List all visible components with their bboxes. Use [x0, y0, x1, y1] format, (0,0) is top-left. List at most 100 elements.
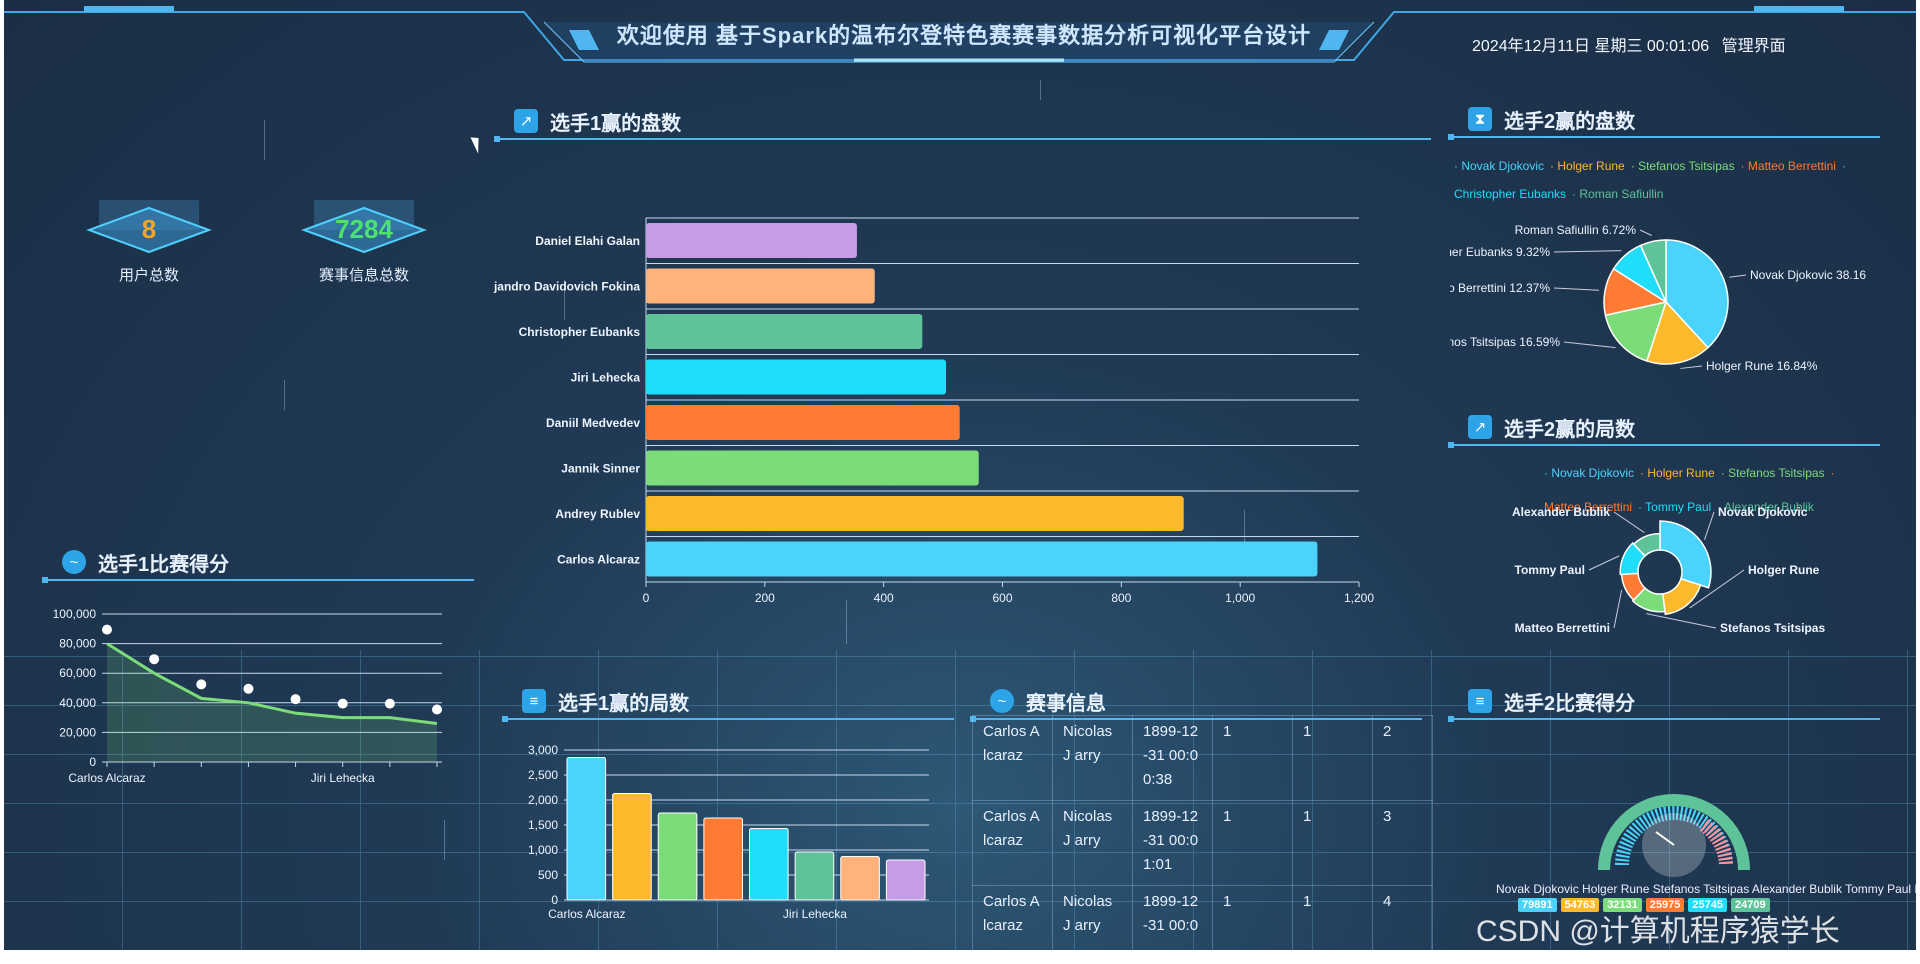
- datetime-text: 2024年12月11日 星期三 00:01:06: [1472, 38, 1710, 55]
- pie-label: Roman Safiullin 6.72%: [1515, 223, 1637, 237]
- bar: [885, 859, 926, 901]
- y-tick-label: 20,000: [59, 725, 96, 739]
- legend-item[interactable]: · Holger Rune: [1640, 466, 1715, 480]
- table-cell: Carlos A lcaraz: [972, 885, 1053, 950]
- bar-alejandro-davidovich-fokina: [646, 268, 875, 304]
- legend-item[interactable]: · Matteo Berrettini: [1740, 159, 1836, 173]
- bar: [612, 793, 652, 901]
- bar-daniil-medvedev: [646, 405, 960, 440]
- rose-sector: [1619, 541, 1646, 576]
- bar: [794, 851, 835, 901]
- table-cell: 3: [1372, 800, 1433, 886]
- pie-label: Novak Djokovic 38.16: [1750, 268, 1866, 282]
- y-tick-label: 0: [551, 893, 558, 907]
- admin-link[interactable]: 管理界面: [1721, 38, 1786, 55]
- table-cell: Nicolas J arry: [1052, 885, 1133, 950]
- rose-leader-line: [1646, 613, 1717, 629]
- p2-wins-pie-chart: Novak Djokovic 38.16 Holger Rune 16.84% te…: [1450, 223, 1866, 373]
- panel-title-p1-score: ~ 选手1比赛得分: [42, 545, 474, 583]
- area-fill: [107, 643, 437, 762]
- bar-label: Daniel Elahi Galan: [535, 234, 640, 248]
- bar-label: Daniil Medvedev: [546, 416, 640, 430]
- panel-title-p1-games: ≡ 选手1赢的局数: [502, 684, 954, 722]
- bar-daniel-elahi-galan: [646, 223, 857, 258]
- server-icon: ≡: [522, 689, 546, 713]
- pie-leader-line: [1563, 341, 1616, 349]
- hourglass-icon: ⧗: [1468, 107, 1492, 131]
- legend-item[interactable]: · Matteo Berrettini: [1544, 466, 1835, 514]
- data-point-marker: [149, 654, 160, 665]
- bar-label: Jannik Sinner: [561, 462, 640, 476]
- mouse-cursor: [470, 134, 485, 154]
- legend-item[interactable]: · Novak Djokovic: [1454, 159, 1545, 173]
- bar: [840, 856, 880, 901]
- table-cell: 1: [1292, 715, 1373, 801]
- p2-score-gauge: [1598, 794, 1750, 877]
- trend-icon: ↗: [1468, 415, 1492, 439]
- bar-jannik-sinner: [646, 450, 979, 486]
- pie-slice: [1604, 300, 1668, 362]
- rose-sector: [1631, 586, 1666, 613]
- hex-platform-icon: [86, 200, 212, 254]
- table-cell: 1899-12 -31 00:0: [1132, 885, 1213, 950]
- data-point-marker: [243, 683, 254, 694]
- data-point-marker: [290, 694, 301, 705]
- rose-label: Holger Rune: [1748, 563, 1820, 577]
- bar-label: jandro Davidovich Fokina: [493, 280, 640, 294]
- legend-item[interactable]: · Stefanos Tsitsipas: [1630, 159, 1735, 173]
- bar-christopher-eubanks: [646, 314, 923, 349]
- pie-slice: [1645, 300, 1710, 365]
- legend-item[interactable]: · Stefanos Tsitsipas: [1720, 466, 1825, 480]
- table-cell: Carlos A lcaraz: [972, 800, 1053, 886]
- bar-label: Christopher Eubanks: [519, 325, 641, 339]
- y-tick-label: 1,000: [528, 843, 558, 857]
- rose-label: Alexander Bublik: [1512, 505, 1610, 519]
- legend-item[interactable]: · Christopher Eubanks: [1454, 159, 1846, 201]
- x-tick-label: 1,200: [1344, 591, 1374, 605]
- table-row: Carlos A lcaraz Nicolas J arry 1899-12 -31…: [972, 715, 1433, 801]
- bar: [566, 757, 607, 901]
- x-tick-label: 800: [1111, 591, 1131, 605]
- data-point-marker: [337, 698, 348, 709]
- data-point-marker: [432, 704, 442, 715]
- legend-item[interactable]: · Tommy Paul: [1638, 500, 1712, 514]
- gauge-names: Novak Djokovic Holger Rune Stefanos Tsit…: [1496, 882, 1916, 896]
- gauge-value-badge: 24709: [1730, 898, 1770, 912]
- bar-label: Andrey Rublev: [555, 507, 640, 521]
- panel-title-p2-score: ≡ 选手2比赛得分: [1448, 684, 1880, 722]
- legend-item[interactable]: · Roman Safiullin: [1572, 187, 1664, 201]
- page-title: 欢迎使用 基于Spark的温布尔登特色赛赛事数据分析可视化平台设计: [616, 23, 1312, 48]
- legend-item[interactable]: · Novak Djokovic: [1544, 466, 1635, 480]
- pie-leader-line: [1553, 287, 1600, 291]
- x-tick-label: Carlos Alcaraz: [548, 907, 625, 921]
- rose-leader-line: [1704, 511, 1715, 540]
- table-cell: 1899-12 -31 00:0 1:01: [1132, 800, 1213, 886]
- table-row: Carlos A lcaraz Nicolas J arry 1899-12 -31…: [972, 800, 1433, 886]
- x-tick-label: Jiri Lehecka: [311, 771, 375, 785]
- rose-sector: [1659, 520, 1712, 589]
- legend-item[interactable]: · Holger Rune: [1550, 159, 1625, 173]
- table-cell: 1: [1212, 800, 1293, 886]
- y-tick-label: 60,000: [59, 666, 96, 680]
- x-tick-label: 0: [643, 591, 650, 605]
- table-cell: Nicolas J arry: [1052, 715, 1133, 801]
- gauge-value-badge: 54763: [1560, 898, 1600, 912]
- stat-users-value: 8: [141, 214, 157, 244]
- x-tick-label: 200: [755, 591, 775, 605]
- pie-label: Holger Rune 16.84%: [1706, 359, 1818, 373]
- stat-matches-value: 7284: [335, 214, 393, 244]
- y-tick-label: 3,000: [528, 743, 558, 757]
- rose-label: Stefanos Tsitsipas: [1720, 621, 1825, 635]
- pie-leader-line: [1680, 365, 1703, 369]
- x-tick-label: 1,000: [1225, 591, 1255, 605]
- p1-score-area-chart: 100,000 80,000 60,000 40,000 20,000 0 Carlos A…: [53, 607, 442, 785]
- bar: [749, 828, 789, 901]
- table-cell: 4: [1372, 885, 1433, 950]
- pie-label: tefanos Tsitsipas 16.59%: [1450, 335, 1560, 349]
- rose-leader-line: [1613, 589, 1623, 629]
- x-tick-label: 400: [874, 591, 894, 605]
- legend-item[interactable]: · Alexander Bublik: [1717, 500, 1814, 514]
- y-tick-label: 40,000: [59, 696, 96, 710]
- rose-label: Novak Djokovic: [1718, 505, 1808, 519]
- panel-title-p2-wins: ⧗ 选手2赢的盘数: [1448, 102, 1880, 140]
